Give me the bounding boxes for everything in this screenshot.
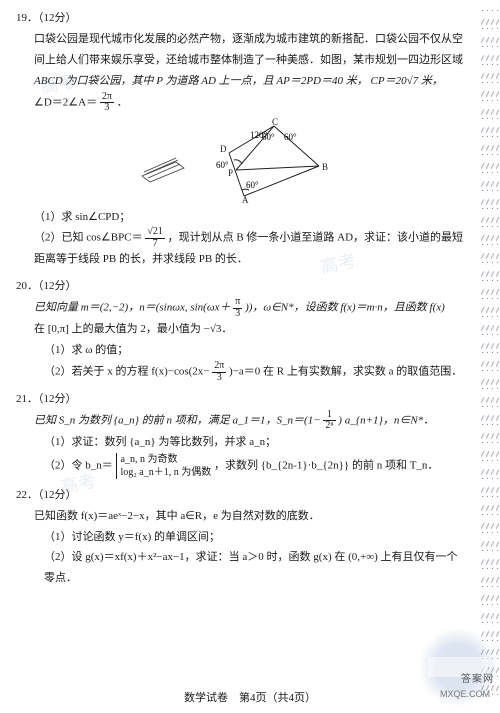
- subquestion-2-cont: 零点．: [16, 568, 472, 589]
- problem-22: 22．（12分） 已知函数 f(x)＝aeˣ−2−x，其中 a∈R，e 为自然对…: [16, 485, 472, 589]
- subquestion-2: （2）设 g(x)＝xf(x)＋x²−ax−1，求证：当 a＞0 时，函数 g(…: [16, 547, 472, 568]
- problem-body-line: 在 [0,π] 上的最大值为 2，最小值为 −√3．: [16, 319, 472, 340]
- problem-19: 19．（12分） 口袋公园是现代城市化发展的必然产物，逐渐成为城市建筑的新搭配．…: [16, 8, 472, 270]
- problem-header: 19．（12分）: [16, 8, 472, 29]
- problem-header: 21．（12分）: [16, 389, 472, 410]
- problem-body-line: 已知函数 f(x)＝aeˣ−2−x，其中 a∈R，e 为自然对数的底数．: [16, 506, 472, 527]
- problem-body-line: 口袋公园是现代城市化发展的必然产物，逐渐成为城市建筑的新搭配．口袋公园不仅从空: [16, 29, 472, 50]
- diagram-svg: A B C D P 120° 60° 60° 60° 60°: [134, 118, 354, 203]
- corner-watermark-subtext: MXQE.COM: [440, 689, 490, 699]
- fraction: √217: [145, 227, 165, 249]
- piecewise-cases: a_n, n 为奇数 log₂ a_n＋1, n 为偶数: [116, 453, 212, 479]
- svg-text:60°: 60°: [246, 180, 259, 190]
- svg-text:C: C: [272, 118, 278, 127]
- fraction: 2π3: [212, 361, 226, 383]
- geometry-diagram: A B C D P 120° 60° 60° 60° 60°: [16, 118, 472, 203]
- svg-text:60°: 60°: [284, 132, 297, 142]
- subquestion-1: （1）讨论函数 y＝f(x) 的单调区间；: [16, 527, 472, 548]
- fraction: 12ⁿ: [323, 410, 335, 432]
- subquestion-1: （1）求证：数列 {a_n} 为等比数列，并求 a_n；: [16, 432, 472, 453]
- svg-text:60°: 60°: [216, 160, 229, 170]
- svg-text:B: B: [322, 162, 328, 172]
- problem-body-line: 已知向量 m＝(2,−2)，n＝(sinωx, sin(ωx＋ π3 ))，ω∈…: [16, 297, 472, 319]
- problem-header: 20．（12分）: [16, 276, 472, 297]
- problem-body-line: ABCD 为口袋公园，其中 P 为道路 AD 上一点，且 AP＝2PD＝40 米…: [16, 71, 472, 92]
- svg-text:P: P: [228, 168, 233, 178]
- problem-header: 22．（12分）: [16, 485, 472, 506]
- subquestion-2-cont: 距离等于线段 PB 的长，并求线段 PB 的长．: [16, 249, 472, 270]
- subquestion-1: （1）求 sin∠CPD；: [16, 207, 472, 228]
- problem-body-line: ∠D＝2∠A＝ 2π3 ．: [16, 92, 472, 114]
- svg-text:D: D: [220, 144, 227, 154]
- problem-21: 21．（12分） 已知 S_n 为数列 {a_n} 的前 n 项和，满足 a_1…: [16, 389, 472, 479]
- problem-body-line: 已知 S_n 为数列 {a_n} 的前 n 项和，满足 a_1＝1，S_n＝(1…: [16, 410, 472, 432]
- subquestion-2: （2）若关于 x 的方程 f(x)−cos(2x− 2π3 )−a＝0 在 R …: [16, 361, 472, 383]
- problem-body-line: 间上给人们带来娱乐享受，还给城市整体制造了一种美感．如图，某市规划一四边形区域: [16, 50, 472, 71]
- page-footer: 数学试卷 第4页（共4页）: [0, 689, 500, 705]
- fraction: π3: [233, 297, 242, 319]
- subquestion-2: （2）令 b_n＝ a_n, n 为奇数 log₂ a_n＋1, n 为偶数 ，…: [16, 453, 472, 479]
- fraction: 2π3: [100, 92, 114, 114]
- subquestion-1: （1）求 ω 的值；: [16, 340, 472, 361]
- corner-watermark-text: 答案网: [461, 670, 494, 685]
- svg-text:A: A: [242, 195, 249, 203]
- problem-20: 20．（12分） 已知向量 m＝(2,−2)，n＝(sinωx, sin(ωx＋…: [16, 276, 472, 383]
- svg-text:60°: 60°: [262, 132, 275, 142]
- subquestion-2: （2）已知 cos∠BPC＝ √217 ，现计划从点 B 修一条小道至道路 AD…: [16, 227, 472, 249]
- exam-page: 高考 高考 高考 19．（12分） 口袋公园是现代城市化发展的必然产物，逐渐成为…: [0, 0, 500, 589]
